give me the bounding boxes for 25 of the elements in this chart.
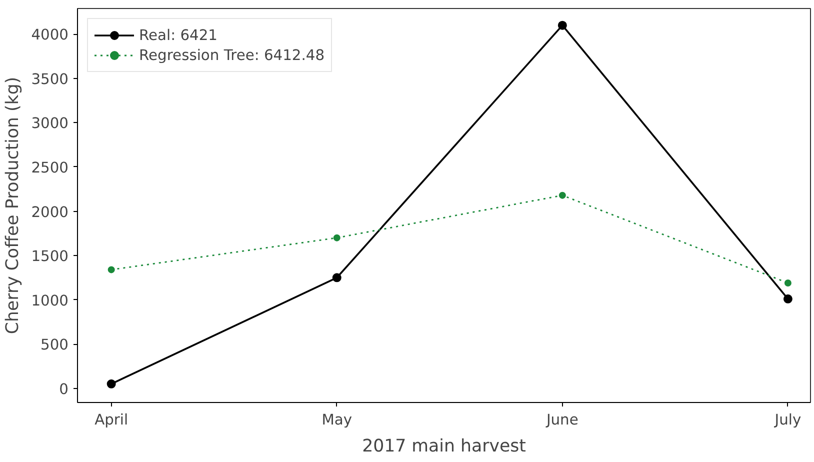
y-tick-label: 1000 <box>31 292 69 310</box>
point <box>332 273 342 282</box>
y-tick-label: 4000 <box>31 26 69 44</box>
y-tick-label: 0 <box>59 380 69 398</box>
x-tick-label: May <box>322 412 352 428</box>
x-tick-label: April <box>94 412 128 428</box>
y-axis-title: Cherry Coffee Production (kg) <box>3 76 24 334</box>
x-axis-title: 2017 main harvest <box>362 436 526 456</box>
y-tick-label: 2500 <box>31 159 69 176</box>
point <box>108 266 115 274</box>
point <box>783 294 792 304</box>
y-tick-label: 500 <box>40 336 69 354</box>
point <box>106 379 116 388</box>
point <box>333 234 340 242</box>
x-tick-label: July <box>774 412 802 428</box>
point <box>784 279 792 286</box>
y-tick-label: 3000 <box>31 115 69 132</box>
x-tick-label: June <box>545 412 578 428</box>
y-tick-label: 2000 <box>31 204 69 221</box>
point <box>558 192 566 199</box>
y-tick-label: 1500 <box>31 248 69 266</box>
point <box>558 20 567 30</box>
legend-label: Regression Tree: 6412.48 <box>139 46 325 64</box>
y-tick-label: 3500 <box>31 70 69 88</box>
legend-label: Real: 6421 <box>139 26 218 44</box>
